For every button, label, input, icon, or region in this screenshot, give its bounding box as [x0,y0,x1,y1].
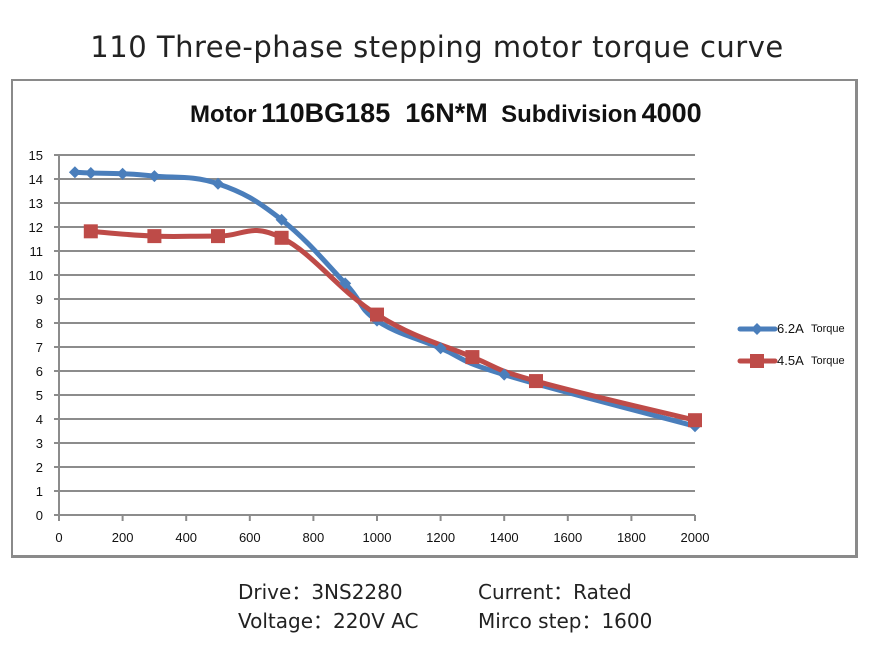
y-tick-label: 11 [30,244,44,259]
x-tick-label: 800 [303,530,325,545]
y-tick-label: 2 [36,460,43,475]
data-point-square [688,413,702,428]
data-point-diamond [434,342,447,355]
y-tick-label: 5 [36,388,43,403]
series-line-4.5A [88,227,698,423]
footer-drive: Drive：3NS2280 [238,580,403,604]
y-tick-label: 10 [29,268,43,283]
x-tick-label: 1200 [426,530,455,545]
footer-micro-step: Mirco step：1600 [478,609,653,633]
data-point-diamond [339,277,352,290]
y-tick-label: 7 [36,340,43,355]
footer-current: Current：Rated [478,580,632,604]
data-point-square [83,224,98,239]
legend-label-suffix: Torque [811,323,845,335]
data-point-square [370,307,384,322]
data-point-square [274,230,289,245]
data-point-diamond [84,167,97,179]
x-tick-label: 2000 [681,530,710,545]
y-tick-label: 0 [36,508,43,523]
page-title: 110 Three-phase stepping motor torque cu… [90,30,784,64]
axes [54,154,696,521]
chart-title-subdivision-value: 4000 [641,98,702,128]
data-point-diamond [498,368,511,381]
chart-title-subdivision-label: Subdivision [501,101,638,128]
y-tick-label: 3 [36,436,43,451]
y-tick-label: 12 [29,220,43,235]
chart-title: Motor 110BG185 16N*M Subdivision 4000 [190,98,702,129]
data-point-square [147,229,162,244]
x-tick-label: 400 [175,530,197,545]
legend-label: 6.2A [777,321,804,336]
data-point-diamond [148,170,161,183]
data-point-square [529,374,543,389]
x-tick-label: 600 [239,530,261,545]
legend-label: 4.5A [777,353,804,368]
data-point-diamond [212,177,224,190]
legend-marker [751,323,763,335]
chart-title-motor-value: 110BG185 16N*M [261,98,488,128]
data-point-square [465,350,480,365]
footer-voltage: Voltage：220V AC [238,609,419,633]
chart-frame [11,79,858,558]
chart-title-motor-label: Motor [190,101,257,128]
x-tick-label: 200 [112,530,134,545]
y-tick-label: 4 [36,412,43,427]
data-point-diamond [116,167,129,180]
x-tick-label: 0 [55,530,62,545]
legend-label-suffix: Torque [811,355,845,367]
series-markers [68,166,702,433]
legend: 6.2A Torque 4.5A Torque [737,321,845,368]
x-tick-label: 1400 [490,530,519,545]
y-tick-label: 1 [36,484,43,499]
y-tick-label: 15 [29,148,43,163]
y-tick-label: 9 [36,292,43,307]
y-tick-label: 8 [36,316,43,331]
data-point-diamond [68,166,81,179]
data-point-square [211,229,225,244]
y-tick-label: 14 [29,172,43,187]
x-tick-label: 1600 [553,530,582,545]
y-tick-label: 13 [29,196,43,211]
gridlines [59,154,695,492]
x-tick-label: 1800 [617,530,646,545]
legend-marker [750,354,764,368]
y-tick-label: 6 [36,364,43,379]
x-tick-label: 1000 [363,530,392,545]
data-point-diamond [275,213,288,226]
